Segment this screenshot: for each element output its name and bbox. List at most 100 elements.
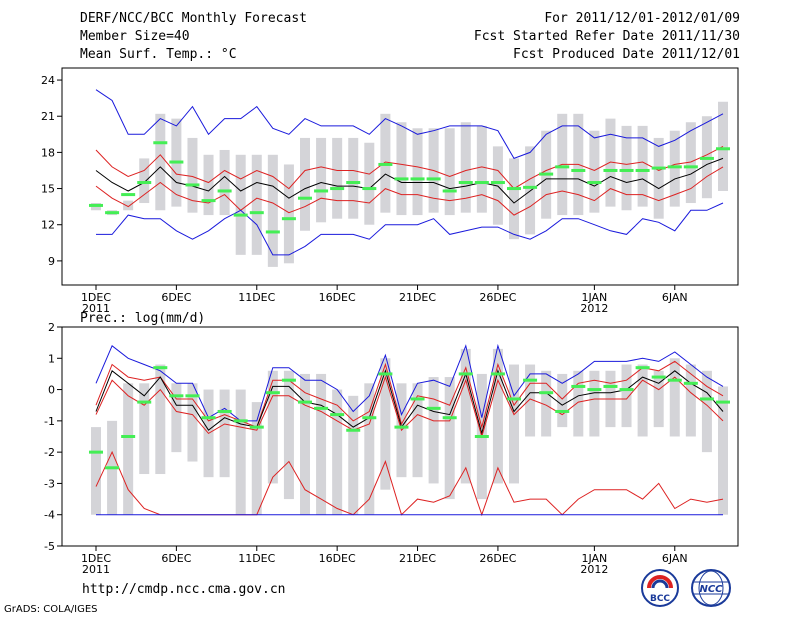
temp-ensemble-box <box>637 125 648 207</box>
temp-ensemble-box <box>589 130 600 213</box>
prec-line-max <box>95 343 724 422</box>
prec-obs-marker <box>330 413 345 417</box>
prec-ensemble-box <box>171 383 182 453</box>
temp-obs-marker <box>362 187 377 191</box>
fcst-produced-date: Fcst Produced Date 2011/12/01 <box>513 47 740 62</box>
temp-obs-marker <box>458 181 473 185</box>
temp-ensemble-box <box>203 154 214 216</box>
prec-ensemble-box <box>364 383 375 515</box>
prec-year-label: 2012 <box>580 563 608 576</box>
temp-ensemble-box <box>621 125 632 211</box>
prec-line-mean <box>95 369 724 436</box>
fcst-started-date: Fcst Started Refer Date 2011/11/30 <box>473 29 740 44</box>
prec-ensemble-box <box>267 370 278 484</box>
temp-ensemble-box <box>139 158 150 204</box>
temp-obs-marker <box>249 211 264 215</box>
temp-obs-marker <box>571 168 586 172</box>
temp-ensemble-box <box>123 200 134 211</box>
prec-obs-marker <box>265 391 280 395</box>
temp-obs-marker <box>265 230 280 234</box>
temp-xtick-label: 1JAN <box>581 291 607 304</box>
prec-ensemble-box <box>685 364 696 437</box>
prec-obs-marker <box>603 384 618 388</box>
prec-ensemble-box <box>669 358 680 437</box>
temp-obs-marker <box>683 165 698 169</box>
prec-ytick-label: 0 <box>48 384 55 397</box>
svg-text:BCC: BCC <box>650 594 670 604</box>
temp-ensemble-box <box>492 146 503 225</box>
prec-obs-marker <box>555 409 570 413</box>
prec-obs-marker <box>619 388 634 392</box>
prec-obs-marker <box>89 450 103 454</box>
temp-obs-marker <box>314 189 329 193</box>
prec-ensemble-box <box>139 383 150 475</box>
prec-obs-marker <box>507 397 521 401</box>
site-url[interactable]: http://cmdp.ncc.cma.gov.cn <box>82 582 286 597</box>
prec-ensemble-box <box>187 383 198 462</box>
svg-text:NCC: NCC <box>699 584 723 595</box>
temp-ensemble-box <box>525 146 536 235</box>
temp-ensemble-box <box>235 154 246 255</box>
prec-ensemble-box <box>589 370 600 437</box>
prec-line-p90 <box>95 360 724 430</box>
temp-ensemble-box <box>364 142 375 225</box>
temp-xtick-label: 1DEC <box>81 291 111 304</box>
temp-obs-marker <box>555 165 570 169</box>
temp-ensemble-box <box>332 137 343 219</box>
prec-ytick-label: -2 <box>44 446 55 459</box>
temp-frame <box>61 67 739 286</box>
temp-line-min <box>96 202 724 256</box>
temp-obs-marker <box>217 189 232 193</box>
temp-ensemble-box <box>476 125 487 213</box>
temp-ensemble-box <box>348 137 359 219</box>
prec-ensemble-box <box>219 389 230 478</box>
prec-ensemble-box <box>444 377 455 500</box>
temp-ensemble-box <box>283 164 294 264</box>
prec-obs-marker <box>362 416 377 420</box>
prec-xtick-label: 21DEC <box>399 552 436 565</box>
prec-ensemble-box <box>718 386 728 515</box>
prec-obs-marker <box>185 394 200 398</box>
prec-ensemble-box <box>541 370 552 437</box>
temp-line-max <box>95 89 724 160</box>
temp-ensemble-box <box>444 128 455 216</box>
prec-ensemble-box <box>155 364 166 475</box>
prec-obs-marker <box>137 400 152 404</box>
prec-line-p10 <box>95 375 724 439</box>
prec-obs-marker <box>249 425 264 429</box>
temp-line-p10 <box>95 166 724 216</box>
prec-obs-marker <box>201 416 216 420</box>
temp-xtick-label: 11DEC <box>238 291 275 304</box>
temp-xtick-label: 6DEC <box>161 291 191 304</box>
prec-ensemble-box <box>91 427 101 515</box>
ncc-logo: NCC <box>691 569 731 607</box>
temp-obs-marker <box>233 213 248 217</box>
prec-ensemble-box <box>637 364 648 437</box>
temp-obs-marker <box>137 181 152 185</box>
temp-line-mean <box>95 157 724 204</box>
temp-ytick-label: 21 <box>41 110 55 123</box>
temp-obs-marker <box>635 168 650 172</box>
prec-obs-marker <box>539 391 554 395</box>
temp-obs-marker <box>201 199 216 203</box>
temp-obs-marker <box>89 203 103 207</box>
temp-obs-marker <box>394 177 409 181</box>
prec-obs-marker <box>378 372 393 376</box>
prec-ensemble-box <box>621 364 632 428</box>
temp-ensemble-box <box>669 130 680 207</box>
temp-obs-marker <box>330 187 345 191</box>
temp-obs-marker <box>426 177 441 181</box>
member-size-label: Member Size=40 <box>80 29 190 44</box>
prec-ensemble-box <box>460 348 471 484</box>
prec-ensemble-box <box>573 370 584 437</box>
prec-obs-marker <box>105 466 120 470</box>
prec-xtick-label: 16DEC <box>319 552 356 565</box>
prec-xtick-label: 1JAN <box>581 552 607 565</box>
prec-ensemble-box <box>283 370 294 500</box>
prec-ensemble-box <box>509 364 519 484</box>
temp-obs-marker <box>105 211 120 215</box>
temp-ensemble-box <box>267 154 278 267</box>
temp-obs-marker <box>507 187 521 191</box>
prec-frame <box>61 326 739 547</box>
